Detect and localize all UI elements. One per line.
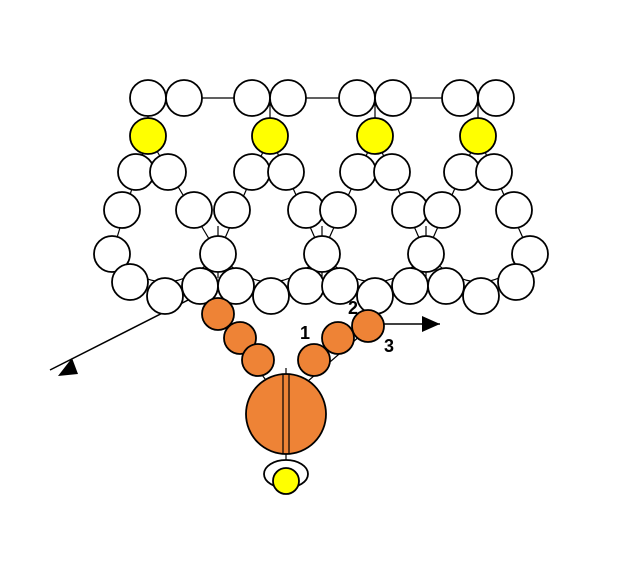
label-2: 2 [348,298,358,319]
label-3: 3 [384,336,394,357]
bead-diagram [0,0,620,562]
label-1: 1 [300,323,310,344]
